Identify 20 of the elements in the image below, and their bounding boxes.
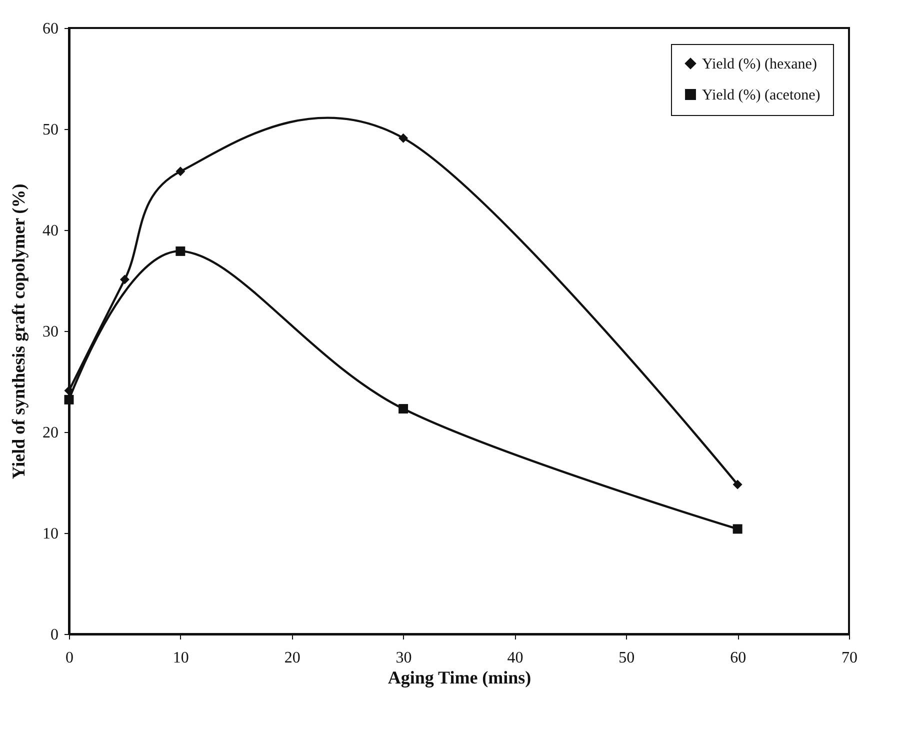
y-tick-label: 30 [42,324,58,340]
legend-label: Yield (%) (acetone) [702,88,820,104]
x-tick-label: 50 [618,650,635,666]
point [398,404,408,414]
y-tick-label: 20 [42,424,58,442]
y-axis-title: Yield of synthesis graft copolymer (%) [8,184,28,480]
x-tick-label: 20 [284,650,300,666]
y-tick-label: 60 [42,20,58,38]
x-tick-label: 0 [66,650,74,666]
y-tick-label: 40 [42,222,58,240]
legend-label: Yield (%) (hexane) [702,56,817,72]
y-tick-label: 50 [42,122,58,138]
x-tick-label: 70 [842,650,858,666]
x-tick-label: 60 [730,650,746,666]
x-tick-label: 10 [172,650,189,666]
y-tick-label: 10 [42,526,58,542]
x-axis-title: Aging Time (mins) [388,668,532,688]
x-tick-label: 30 [396,650,412,666]
x-tick-label: 40 [507,650,524,666]
y-tick-label: 0 [50,626,58,644]
